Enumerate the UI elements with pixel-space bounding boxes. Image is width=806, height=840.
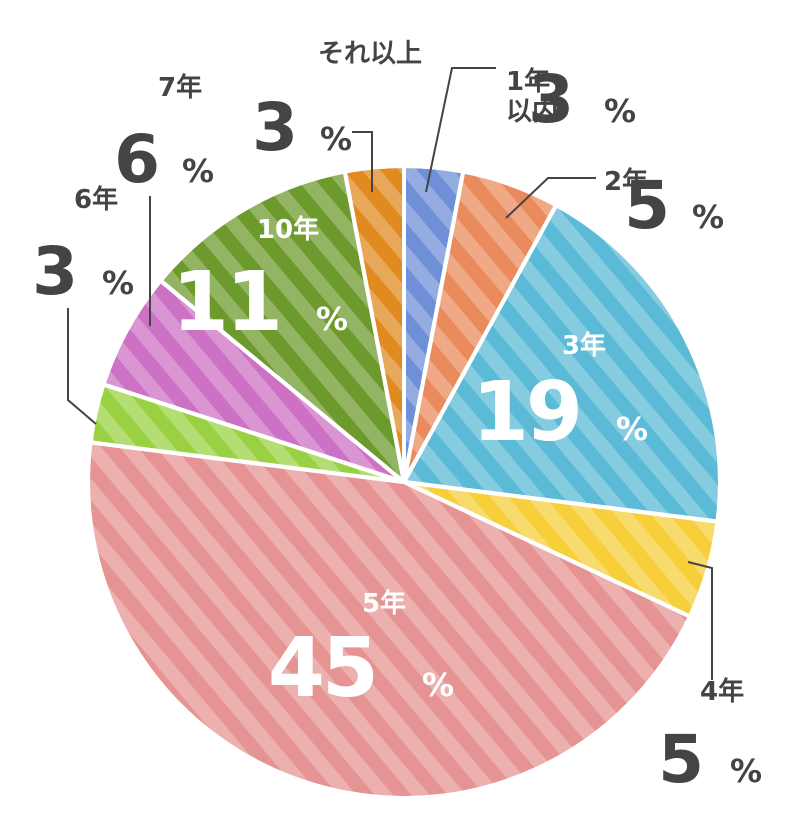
category-label: 5年 [362, 588, 406, 619]
category-label: 1年 [506, 66, 550, 97]
slice-8-stripes [158, 169, 406, 484]
value-label: 3 [252, 89, 296, 166]
percent-sign: % [422, 666, 454, 704]
slice-7-stripes [101, 278, 406, 484]
category-label: それ以上 [318, 39, 422, 69]
category-label: 7年 [158, 72, 202, 103]
leader-line-2 [505, 177, 596, 219]
leader-line-9 [352, 131, 373, 192]
value-label: 45 [268, 621, 376, 716]
slice-5-stripes [86, 440, 692, 800]
leader-line-4 [687, 561, 713, 680]
percent-sign: % [730, 752, 762, 790]
percent-sign: % [102, 264, 134, 302]
slice-9-stripes [342, 164, 406, 484]
value-label: 3 [32, 233, 76, 310]
value-label: 19 [472, 365, 580, 460]
slice-label-9: それ以上 3% [252, 39, 422, 192]
category-label: 4年 [700, 676, 744, 707]
slice-label-8: 10年 11% [172, 214, 348, 350]
value-label: 3 [528, 61, 572, 138]
value-label: 5 [624, 167, 668, 244]
slice-label-7: 7年6% [114, 72, 214, 326]
value-label: 5 [658, 721, 702, 798]
slice-label-2: 2年5% [505, 166, 724, 244]
category-label: 10年 [257, 214, 319, 245]
leader-line-1 [425, 67, 496, 193]
category-label: 6年 [74, 184, 118, 215]
percent-sign: % [692, 198, 724, 236]
percent-sign: % [320, 120, 352, 158]
category-label: 以内 [506, 97, 558, 127]
category-label: 2年 [604, 166, 648, 197]
category-label: 3年 [562, 330, 606, 361]
percent-sign: % [604, 92, 636, 130]
slice-label-6: 6年 3% [32, 184, 134, 425]
percent-sign: % [616, 410, 648, 448]
value-label: 6 [114, 121, 158, 198]
pie-slices [86, 164, 722, 800]
leader-line-6 [67, 308, 97, 425]
slice-label-3: 3年 19% [472, 330, 648, 460]
percent-sign: % [182, 152, 214, 190]
slice-label-4: 4年 5% [658, 561, 762, 798]
percent-sign: % [316, 300, 348, 338]
slice-3-stripes [402, 203, 722, 524]
value-label: 11 [172, 255, 280, 350]
